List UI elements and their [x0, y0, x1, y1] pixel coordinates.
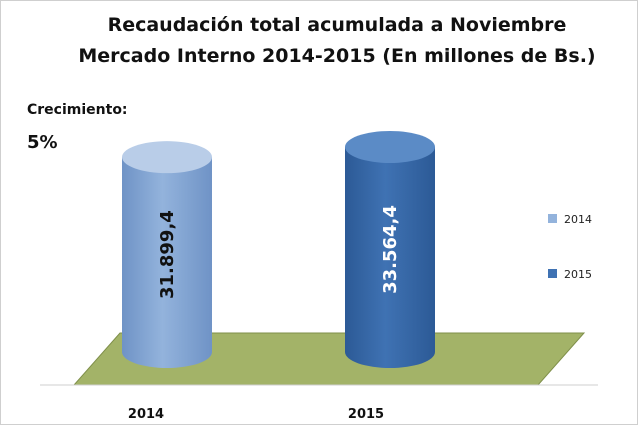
bar-2015: 33.564,4: [345, 131, 435, 368]
bar-2015-top: [345, 131, 435, 163]
legend-label-2014: 2014: [564, 213, 592, 226]
legend-label-2015: 2015: [564, 268, 592, 281]
legend: 2014 2015: [548, 213, 592, 281]
bar-2014-value-label: 31.899,4: [157, 210, 178, 299]
chart-title-line-2: Mercado Interno 2014-2015 (En millones d…: [78, 45, 595, 67]
growth-label: Crecimiento:: [27, 102, 128, 118]
legend-swatch-2014: [548, 214, 557, 223]
legend-swatch-2015: [548, 269, 557, 278]
x-tick-label-2014: 2014: [128, 407, 164, 422]
growth-value: 5%: [27, 132, 58, 153]
bar-2014-top: [122, 141, 212, 174]
bar-2014-body: [122, 157, 212, 368]
bar-2015-value-label: 33.564,4: [380, 205, 401, 294]
chart-title-line-1: Recaudación total acumulada a Noviembre: [108, 14, 567, 36]
bar-2015-body: [345, 147, 435, 368]
x-tick-label-2015: 2015: [348, 407, 384, 422]
bar-2014: 31.899,4: [122, 141, 212, 368]
